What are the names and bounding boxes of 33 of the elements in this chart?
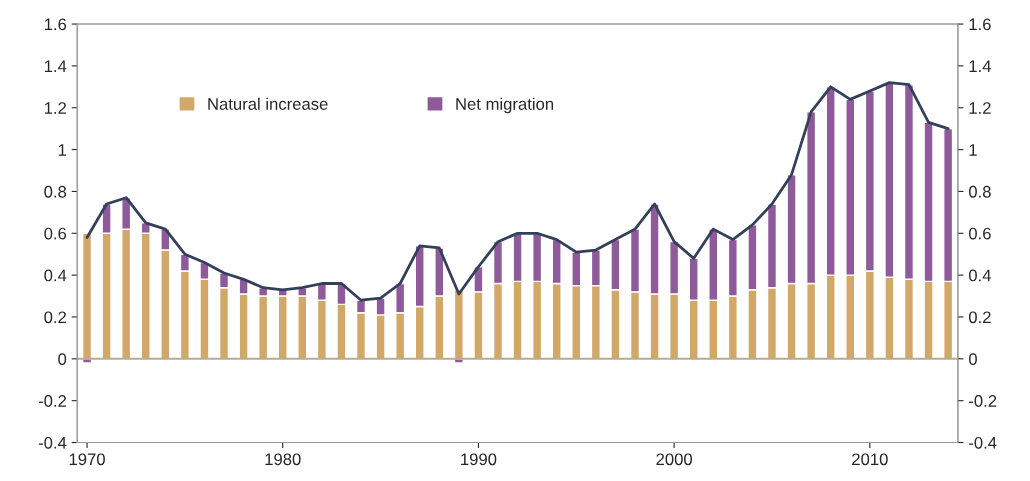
y-tick-label: 1.6 <box>44 18 67 31</box>
y-tick-label: 0.4 <box>44 269 67 282</box>
y-tick-label: 0.8 <box>44 185 67 198</box>
y2-tick-label: 0 <box>968 353 977 366</box>
y2-tick-label: 1.6 <box>969 18 991 31</box>
y2-tick-label: 0.2 <box>968 311 991 324</box>
y2-tick-label: 0.4 <box>968 269 991 282</box>
y-tick-label: -0.4 <box>38 436 67 449</box>
y-tick-label: 0 <box>58 353 67 366</box>
x-tick-label: 1970 <box>69 453 105 466</box>
bar <box>453 289 464 360</box>
y-tick-label: 1.2 <box>44 102 66 114</box>
line-series <box>85 81 950 302</box>
y2-tick-label: 1 <box>969 144 977 156</box>
y-tick-label: 0.2 <box>44 311 66 324</box>
legend-label: Natural increase <box>208 97 328 110</box>
y-tick-label: -0.2 <box>38 395 66 407</box>
bar <box>277 295 288 360</box>
x-tick-label: 1990 <box>461 453 497 466</box>
x-tick-label: 1980 <box>265 453 301 466</box>
legend-label: Net migration <box>456 97 554 114</box>
y2-tick-label: 1.4 <box>969 60 991 72</box>
x-tick-label: 2000 <box>656 453 693 466</box>
y2-tick-label: 0.8 <box>968 185 991 198</box>
bar <box>81 232 93 360</box>
y2-tick-label: -0.2 <box>969 395 997 407</box>
x-tick-label: 2010 <box>852 453 888 466</box>
y2-tick-label: 1.2 <box>969 102 991 114</box>
y2-tick-label: -0.4 <box>969 436 997 449</box>
y2-tick-label: 0.6 <box>968 227 991 240</box>
y-tick-label: 0.6 <box>44 227 67 240</box>
y-tick-label: 1.4 <box>44 60 67 72</box>
y-tick-label: 1 <box>58 144 67 156</box>
